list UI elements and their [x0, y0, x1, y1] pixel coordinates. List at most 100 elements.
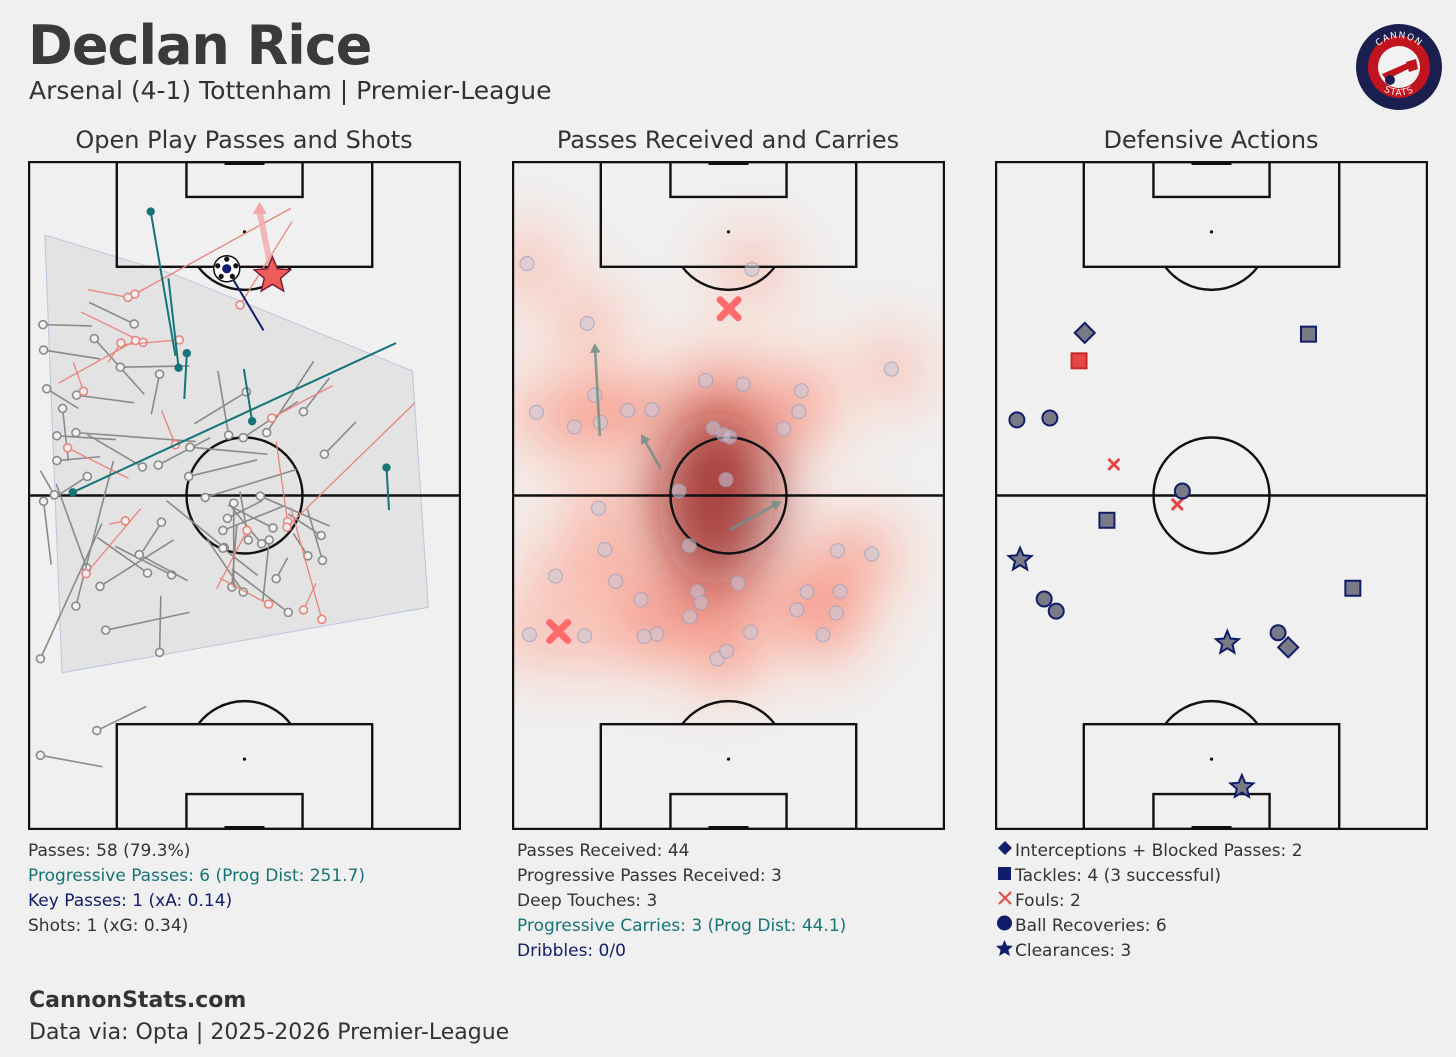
completed-pass-start — [218, 543, 228, 554]
shot-arrowhead — [252, 201, 267, 214]
completed-pass-start — [243, 535, 254, 545]
completed-pass — [217, 370, 230, 436]
completed-pass — [105, 611, 190, 631]
pass-received-point — [682, 609, 698, 625]
legend-recoveries: Ball Recoveries: 6 — [995, 914, 1303, 939]
progressive-pass — [242, 368, 254, 422]
pass-received-point — [698, 372, 714, 389]
pass-received-point — [883, 361, 899, 377]
legend-recoveries-label: Ball Recoveries: 6 — [1015, 916, 1167, 936]
match-subtitle: Arsenal (4-1) Tottenham | Premier-League — [29, 76, 552, 105]
progressive-pass — [149, 211, 177, 356]
heatmap-core-layer — [657, 408, 774, 589]
bottom-penalty-box — [115, 722, 374, 830]
completed-pass — [96, 536, 148, 574]
failed-pass — [85, 508, 142, 575]
pass-received-point — [547, 568, 564, 584]
completed-pass — [206, 538, 244, 593]
completed-pass — [194, 391, 247, 425]
foul-marker — [1107, 457, 1121, 471]
top-six-yard-box — [185, 161, 304, 199]
completed-pass — [42, 501, 52, 565]
progressive-pass-start — [68, 488, 77, 497]
bottom-penalty-box — [599, 722, 858, 830]
completed-pass-start — [268, 523, 278, 533]
passes-panel-title: Open Play Passes and Shots — [75, 126, 413, 154]
pass-received-point — [519, 256, 535, 272]
pass-received-point — [579, 315, 595, 331]
completed-pass-start — [134, 549, 145, 560]
completed-pass-start — [82, 471, 93, 482]
completed-pass-start — [115, 362, 126, 372]
completed-pass-start — [49, 490, 60, 500]
bottom-goal — [224, 826, 265, 830]
completed-pass-start — [89, 333, 100, 344]
failed-pass-start — [242, 525, 252, 536]
completed-pass-start — [57, 403, 68, 414]
failed-pass-start — [298, 605, 309, 615]
clearance-marker — [1213, 628, 1242, 655]
pass-received-point — [799, 584, 815, 600]
failed-pass-start — [120, 516, 131, 526]
completed-pass-start — [95, 581, 105, 592]
completed-pass-start — [137, 462, 148, 472]
progressive-pass-start — [174, 363, 183, 373]
stat-passes-received: Passes Received: 44 — [517, 841, 690, 861]
pass-received-point — [735, 376, 751, 392]
passes-stats: Passes: 58 (79.3%) Progressive Passes: 6… — [28, 839, 365, 939]
legend-fouls: Fouls: 2 — [995, 889, 1303, 914]
legend-clearances: Clearances: 3 — [995, 939, 1303, 964]
failed-pass-start — [317, 614, 327, 625]
pass-received-point — [744, 261, 760, 277]
defensive-pitch — [995, 161, 1428, 830]
legend-interceptions-label: Interceptions + Blocked Passes: 2 — [1015, 841, 1303, 861]
completed-pass — [75, 460, 115, 607]
tackle-won-marker — [1344, 579, 1362, 597]
heat-core — [657, 408, 774, 589]
football-patch — [215, 263, 221, 269]
defensive-legend: Interceptions + Blocked Passes: 2 Tackle… — [995, 839, 1303, 964]
failed-pass — [275, 441, 289, 522]
progressive-pass — [167, 278, 180, 368]
completed-pass — [262, 539, 271, 602]
pass-received-point — [776, 421, 792, 437]
completed-pass-start — [41, 383, 52, 394]
progressive-carry — [643, 439, 662, 470]
completed-pass — [39, 523, 103, 660]
football-patch — [224, 256, 230, 262]
pass-received-point — [693, 595, 709, 611]
completed-pass-start — [52, 430, 62, 441]
completed-pass — [138, 553, 188, 582]
bottom-goal — [708, 826, 749, 830]
progressive-carry — [729, 503, 776, 531]
stat-shots: Shots: 1 (xG: 0.34) — [28, 916, 189, 936]
bottom-penalty-box — [1082, 722, 1341, 830]
failed-pass-start — [282, 522, 292, 533]
pass-received-point — [815, 627, 831, 643]
stat-prog-carries: Progressive Carries: 3 (Prog Dist: 44.1) — [517, 916, 847, 936]
stat-key-passes: Key Passes: 1 (xA: 0.14) — [28, 891, 233, 911]
pass-received-point — [620, 402, 636, 418]
stat-passes: Passes: 58 (79.3%) — [28, 841, 191, 861]
stat-prog-received: Progressive Passes Received: 3 — [517, 866, 782, 886]
completed-pass-start — [154, 369, 165, 379]
bottom-penalty-arc — [1164, 700, 1259, 725]
ball-recovery-marker — [1008, 411, 1026, 429]
pass-received-point — [791, 404, 807, 420]
top-goal — [708, 161, 749, 165]
completed-pass-start — [92, 725, 102, 736]
pitch-lines — [995, 161, 1428, 830]
completed-pass — [40, 754, 103, 768]
bottom-penalty-arc — [197, 700, 292, 725]
bottom-six-yard-box — [1152, 792, 1271, 830]
completed-pass-start — [38, 496, 49, 507]
completed-pass-start — [129, 319, 140, 329]
top-goal — [224, 161, 265, 165]
pass-received-point — [828, 605, 844, 621]
completed-pass-start — [38, 319, 48, 330]
bottom-penalty-arc — [681, 700, 776, 725]
completed-pass — [323, 421, 357, 455]
failed-pass-start — [116, 338, 126, 348]
failed-pass-start — [62, 443, 73, 453]
pass-received-point — [730, 575, 746, 591]
